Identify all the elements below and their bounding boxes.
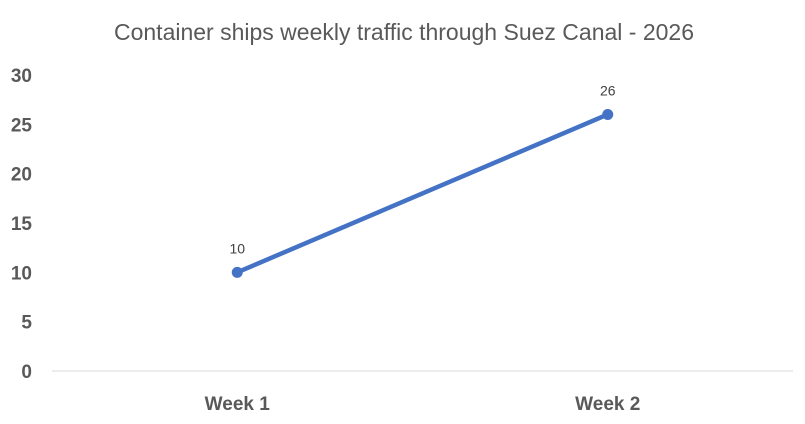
data-point (602, 108, 614, 120)
y-tick-label: 30 (11, 66, 32, 87)
y-tick-label: 25 (11, 115, 33, 136)
y-tick-label: 20 (11, 165, 32, 186)
y-tick-label: 10 (11, 263, 32, 284)
y-tick-label: 15 (11, 214, 33, 235)
y-tick-label: 0 (21, 362, 32, 383)
series-layer: 10 26 (229, 82, 616, 278)
x-axis-tick-labels: Week 1 Week 2 (205, 394, 641, 415)
series-line (235, 112, 610, 275)
data-label: 10 (229, 240, 245, 256)
x-tick-label: Week 1 (205, 394, 271, 415)
data-label: 26 (600, 82, 616, 98)
x-tick-label: Week 2 (575, 394, 640, 415)
data-point (231, 266, 243, 278)
y-tick-label: 5 (21, 313, 32, 334)
y-axis-tick-labels: 0 5 10 15 20 25 30 (11, 66, 33, 383)
chart-title: Container ships weekly traffic through S… (114, 19, 694, 45)
